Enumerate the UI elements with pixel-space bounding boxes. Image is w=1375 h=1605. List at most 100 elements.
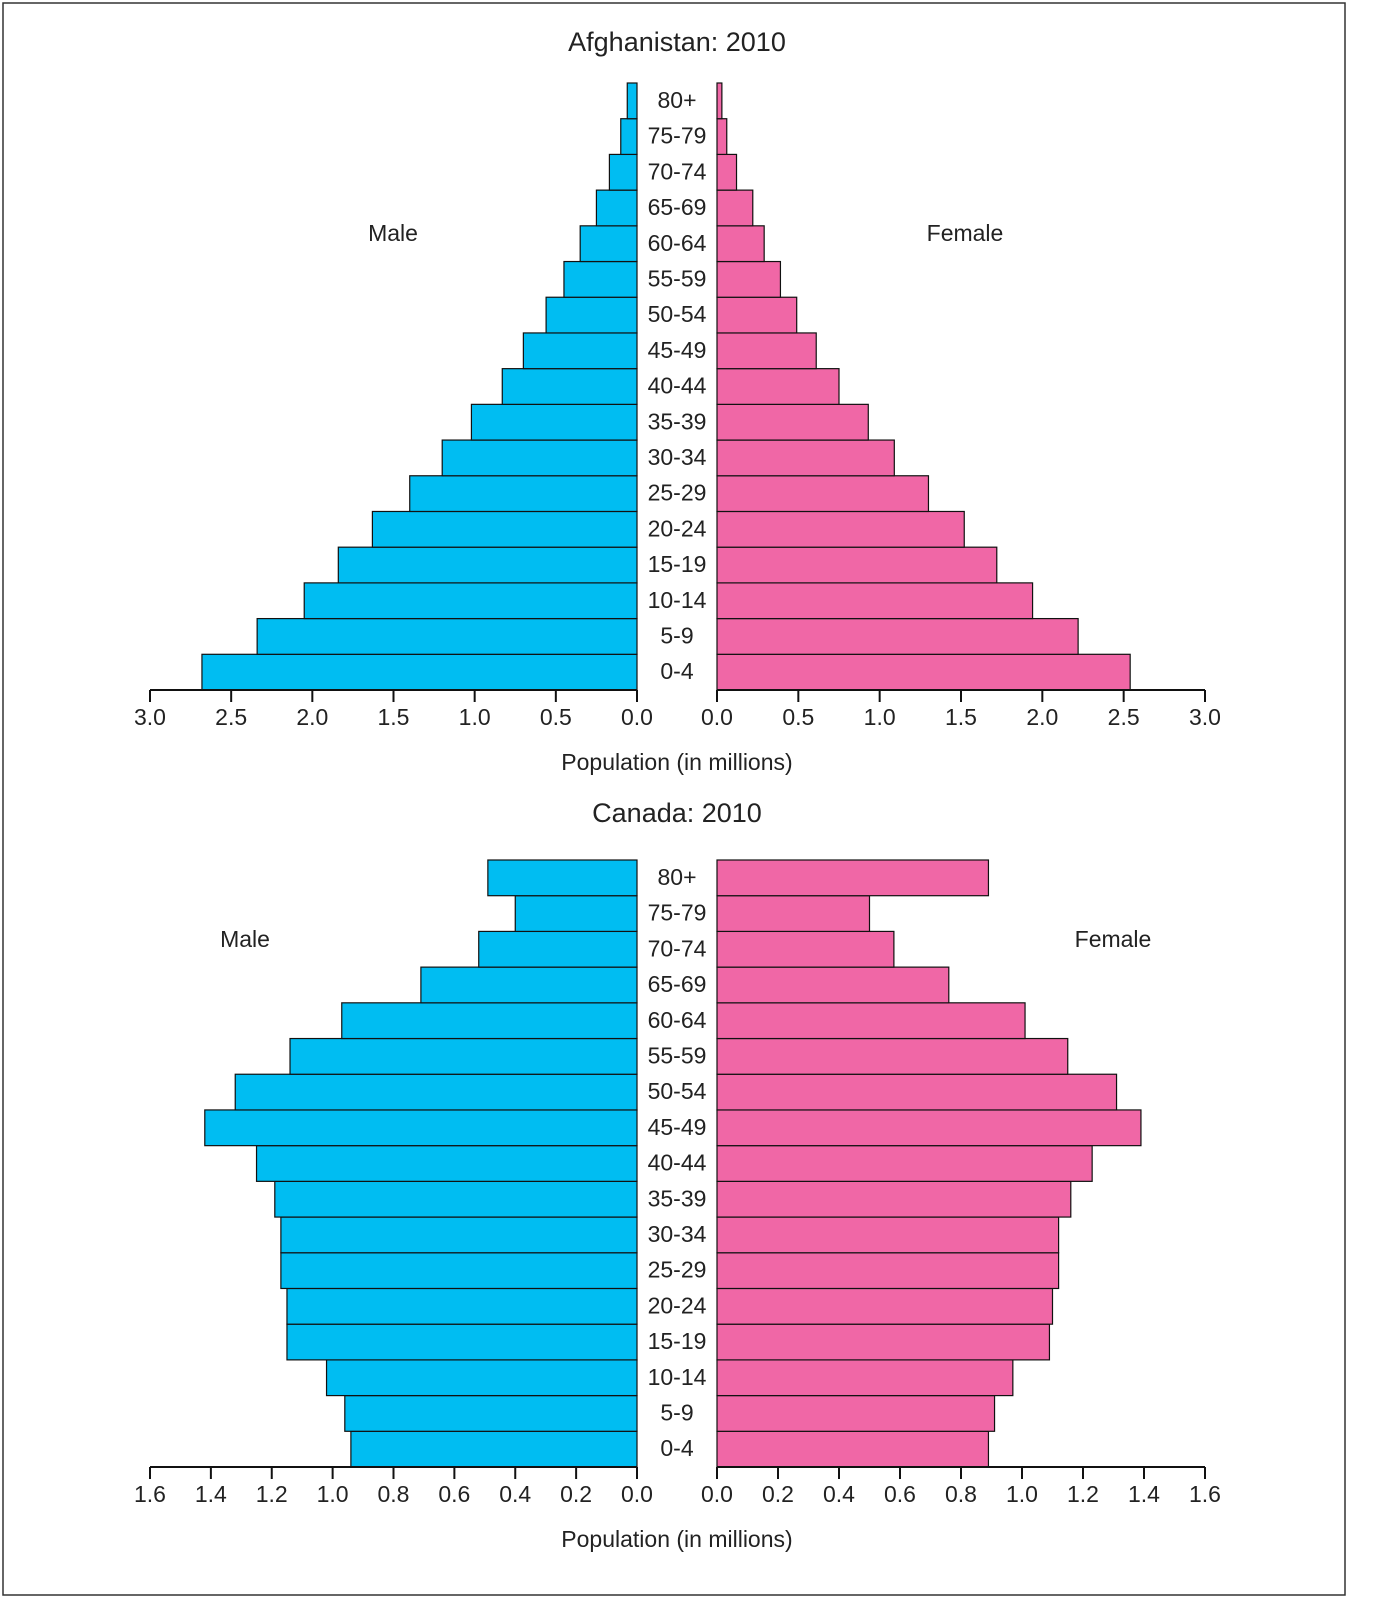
x-tick-label: 0.8 bbox=[378, 1481, 410, 1507]
x-tick-label: 0.6 bbox=[438, 1481, 470, 1507]
category-label: 80+ bbox=[657, 87, 696, 113]
bar bbox=[204, 1109, 638, 1147]
category-label: 35-39 bbox=[648, 408, 707, 434]
category-label: 20-24 bbox=[648, 1292, 707, 1318]
x-tick-label: 1.4 bbox=[1128, 1481, 1160, 1507]
series-label: Male bbox=[220, 926, 270, 952]
category-label: 55-59 bbox=[648, 1042, 707, 1068]
bar bbox=[344, 1394, 638, 1432]
bar bbox=[350, 1430, 638, 1468]
category-label: 55-59 bbox=[648, 265, 707, 291]
x-tick-label: 0.2 bbox=[560, 1481, 592, 1507]
bar bbox=[286, 1287, 638, 1325]
category-label: 60-64 bbox=[648, 1007, 707, 1033]
frame bbox=[2, 2, 1346, 1596]
bar bbox=[470, 403, 638, 441]
x-tick-label: 1.5 bbox=[945, 704, 977, 730]
category-label: 45-49 bbox=[648, 337, 707, 363]
bar bbox=[716, 1394, 996, 1432]
bar bbox=[716, 1037, 1069, 1075]
x-tick-label: 0.4 bbox=[499, 1481, 531, 1507]
category-label: 75-79 bbox=[648, 123, 707, 149]
x-tick-label: 2.0 bbox=[1026, 704, 1058, 730]
bar bbox=[716, 966, 950, 1004]
category-label: 50-54 bbox=[648, 1078, 707, 1104]
series-label: Female bbox=[1075, 926, 1152, 952]
bar bbox=[716, 1073, 1118, 1111]
bar bbox=[595, 189, 638, 227]
category-label: 25-29 bbox=[648, 1257, 707, 1283]
category-label: 30-34 bbox=[648, 444, 707, 470]
bar bbox=[545, 296, 638, 334]
x-axis-label: Population (in millions) bbox=[561, 749, 792, 775]
category-label: 40-44 bbox=[648, 1150, 707, 1176]
bar bbox=[274, 1180, 638, 1218]
x-tick-label: 1.4 bbox=[195, 1481, 227, 1507]
bar bbox=[337, 546, 638, 584]
bar bbox=[716, 653, 1131, 691]
bar bbox=[280, 1216, 638, 1254]
category-label: 5-9 bbox=[660, 1400, 693, 1426]
category-label: 30-34 bbox=[648, 1221, 707, 1247]
bar bbox=[341, 1002, 638, 1040]
x-tick-label: 1.2 bbox=[1067, 1481, 1099, 1507]
bar bbox=[409, 475, 638, 513]
bar bbox=[716, 582, 1034, 620]
category-label: 75-79 bbox=[648, 900, 707, 926]
bar bbox=[716, 1287, 1054, 1325]
bar bbox=[441, 439, 638, 477]
category-label: 70-74 bbox=[648, 158, 707, 184]
category-label: 15-19 bbox=[648, 1328, 707, 1354]
bar bbox=[716, 510, 965, 548]
x-tick-label: 2.0 bbox=[296, 704, 328, 730]
bar bbox=[514, 895, 638, 933]
bar bbox=[716, 1145, 1093, 1182]
bar bbox=[716, 82, 723, 120]
category-label: 20-24 bbox=[648, 515, 707, 541]
chart-title: Afghanistan: 2010 bbox=[568, 27, 786, 57]
bar bbox=[716, 930, 895, 968]
x-tick-label: 0.2 bbox=[762, 1481, 794, 1507]
bar bbox=[716, 1323, 1051, 1361]
x-tick-label: 1.6 bbox=[134, 1481, 166, 1507]
bar bbox=[716, 895, 871, 933]
bar bbox=[325, 1359, 638, 1397]
bar bbox=[303, 582, 638, 620]
category-label: 0-4 bbox=[660, 658, 693, 684]
bar bbox=[716, 368, 840, 405]
category-label: 5-9 bbox=[660, 623, 693, 649]
bar bbox=[608, 153, 638, 191]
category-label: 50-54 bbox=[648, 301, 707, 327]
x-tick-label: 1.0 bbox=[1006, 1481, 1038, 1507]
x-tick-label: 2.5 bbox=[215, 704, 247, 730]
bar bbox=[620, 118, 638, 156]
x-tick-label: 0.4 bbox=[823, 1481, 855, 1507]
chart-title: Canada: 2010 bbox=[592, 798, 762, 828]
bar bbox=[716, 439, 895, 477]
x-tick-label: 1.0 bbox=[864, 704, 896, 730]
bar bbox=[716, 1430, 990, 1468]
bar bbox=[626, 82, 638, 120]
bar bbox=[716, 1109, 1142, 1147]
bar bbox=[255, 1145, 638, 1182]
bar bbox=[716, 1002, 1026, 1040]
x-tick-label: 0.0 bbox=[701, 1481, 733, 1507]
x-tick-label: 1.6 bbox=[1189, 1481, 1221, 1507]
bar bbox=[716, 617, 1079, 655]
category-label: 15-19 bbox=[648, 551, 707, 577]
category-label: 80+ bbox=[657, 864, 696, 890]
series-label: Female bbox=[927, 220, 1004, 246]
bar bbox=[501, 368, 638, 405]
x-tick-label: 0.6 bbox=[884, 1481, 916, 1507]
category-label: 40-44 bbox=[648, 373, 707, 399]
x-axis-label: Population (in millions) bbox=[561, 1526, 792, 1552]
bar bbox=[716, 546, 998, 584]
bar bbox=[716, 475, 930, 513]
category-label: 60-64 bbox=[648, 230, 707, 256]
category-label: 45-49 bbox=[648, 1114, 707, 1140]
bar bbox=[234, 1073, 638, 1111]
bar bbox=[716, 189, 754, 227]
category-label: 70-74 bbox=[648, 935, 707, 961]
bar bbox=[256, 617, 638, 655]
